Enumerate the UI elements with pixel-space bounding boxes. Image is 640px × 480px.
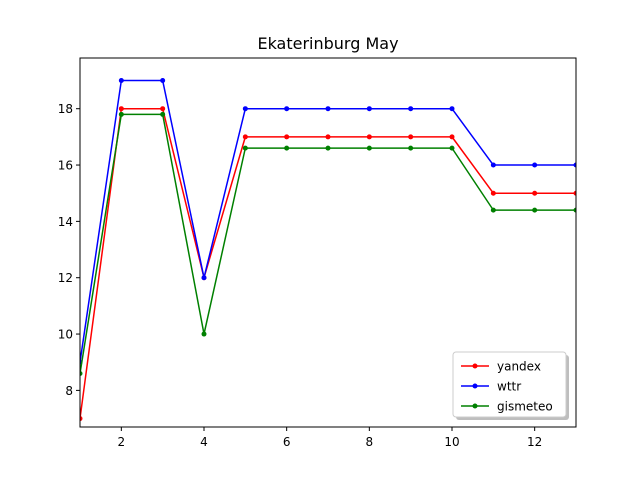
data-point-gismeteo (449, 145, 455, 151)
y-tick-label: 18 (58, 102, 73, 116)
legend-label: gismeteo (497, 400, 553, 414)
data-point-gismeteo (160, 111, 166, 117)
data-point-yandex (80, 416, 83, 422)
y-tick-label: 16 (58, 159, 73, 173)
data-point-wttr (408, 106, 414, 112)
data-point-yandex (449, 134, 455, 140)
data-point-wttr (325, 106, 331, 112)
data-point-yandex (408, 134, 414, 140)
x-tick-label: 10 (444, 435, 459, 449)
data-point-gismeteo (408, 145, 414, 151)
chart-title: Ekaterinburg May (257, 34, 398, 53)
legend-item-wttr: wttr (461, 380, 521, 394)
data-point-wttr (366, 106, 372, 112)
data-point-wttr (573, 162, 576, 168)
data-point-gismeteo (366, 145, 372, 151)
data-point-gismeteo (284, 145, 290, 151)
series-wttr (80, 78, 576, 365)
legend-label: wttr (497, 380, 521, 394)
y-tick-label: 8 (65, 384, 73, 398)
data-point-yandex (118, 106, 124, 112)
data-point-gismeteo (325, 145, 331, 151)
data-point-wttr (532, 162, 538, 168)
x-tick-label: 2 (118, 435, 126, 449)
y-tick-label: 12 (58, 271, 73, 285)
x-axis: 2 4 6 8 10 12 (118, 427, 542, 449)
data-point-yandex (242, 134, 248, 140)
data-point-wttr (490, 162, 496, 168)
x-tick-label: 8 (366, 435, 374, 449)
x-tick-label: 4 (200, 435, 208, 449)
data-point-yandex (160, 106, 166, 112)
data-point-wttr (449, 106, 455, 112)
legend-item-yandex: yandex (461, 360, 541, 374)
legend: yandex wttr gismeteo (452, 351, 569, 420)
data-point-wttr (160, 78, 166, 84)
legend-marker-gismeteo (472, 403, 478, 409)
data-point-gismeteo (242, 145, 248, 151)
legend-marker-yandex (472, 363, 478, 369)
legend-box (452, 351, 567, 418)
y-tick-label: 10 (58, 328, 73, 342)
data-point-gismeteo (532, 207, 538, 213)
data-point-yandex (284, 134, 290, 140)
x-tick-label: 6 (283, 435, 291, 449)
series-gismeteo (80, 111, 576, 376)
data-point-yandex (532, 190, 538, 196)
data-point-gismeteo (118, 111, 124, 117)
data-point-wttr (201, 275, 207, 281)
data-point-yandex (573, 190, 576, 196)
legend-item-gismeteo: gismeteo (461, 400, 553, 414)
y-tick-label: 14 (58, 215, 73, 229)
data-point-gismeteo (573, 207, 576, 213)
data-point-wttr (118, 78, 124, 84)
data-point-gismeteo (201, 331, 207, 337)
data-point-yandex (325, 134, 331, 140)
series-layer (80, 78, 576, 422)
y-axis: 8 10 12 14 16 18 (58, 102, 80, 398)
plot-frame (79, 57, 577, 428)
data-point-wttr (242, 106, 248, 112)
data-point-wttr (284, 106, 290, 112)
data-point-yandex (366, 134, 372, 140)
data-point-gismeteo (490, 207, 496, 213)
x-tick-label: 12 (527, 435, 542, 449)
data-point-gismeteo (80, 370, 83, 376)
data-point-yandex (490, 190, 496, 196)
legend-label: yandex (497, 360, 541, 374)
legend-marker-wttr (472, 383, 478, 389)
